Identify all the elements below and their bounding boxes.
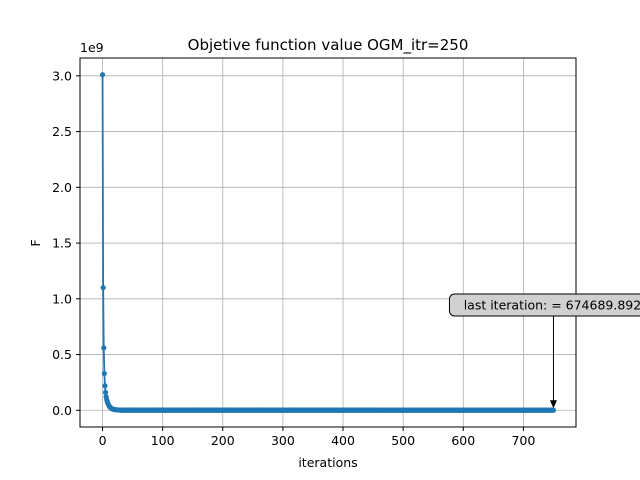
data-point — [550, 407, 557, 413]
y-axis-ticks: 0.0 0.5 1.0 1.5 2.0 2.5 3.0 — [52, 68, 80, 418]
data-points — [99, 72, 557, 413]
data-point — [102, 389, 109, 396]
data-point — [101, 345, 107, 351]
data-point — [102, 383, 108, 389]
last-iteration-annotation: last iteration: = 674689.892 — [448, 293, 640, 409]
chart-title: Objetive function value OGM_itr=250 — [188, 36, 469, 55]
x-axis-ticks: 0 100 200 300 400 500 600 700 — [99, 427, 535, 448]
grid-lines — [80, 58, 576, 427]
x-tick-label: 0 — [99, 433, 107, 448]
x-axis-label: iterations — [298, 455, 357, 470]
annotation-box — [448, 293, 640, 317]
x-tick-label: 400 — [331, 433, 355, 448]
x-tick-label: 700 — [511, 433, 535, 448]
y-tick-label: 0.5 — [52, 347, 72, 362]
series-line — [101, 74, 554, 412]
data-point — [100, 285, 106, 291]
x-tick-label: 300 — [271, 433, 295, 448]
data-point — [99, 72, 106, 78]
x-tick-label: 200 — [211, 433, 235, 448]
y-tick-label: 2.5 — [52, 124, 72, 139]
x-tick-label: 500 — [391, 433, 415, 448]
plot-frame — [79, 57, 577, 428]
y-tick-label: 1.0 — [52, 291, 72, 306]
y-tick-label: 1.5 — [52, 236, 72, 251]
x-tick-label: 100 — [151, 433, 175, 448]
y-tick-label: 0.0 — [52, 403, 72, 418]
y-tick-label: 2.0 — [52, 180, 72, 195]
y-axis-label: F — [28, 239, 43, 246]
y-axis-offset-label: 1e9 — [80, 40, 104, 55]
x-tick-label: 600 — [451, 433, 475, 448]
series-layer — [99, 72, 557, 413]
y-tick-label: 3.0 — [52, 68, 72, 83]
annotation-arrow-head — [549, 400, 557, 409]
data-point — [101, 370, 107, 377]
annotation-text: last iteration: = 674689.892 — [464, 298, 640, 313]
